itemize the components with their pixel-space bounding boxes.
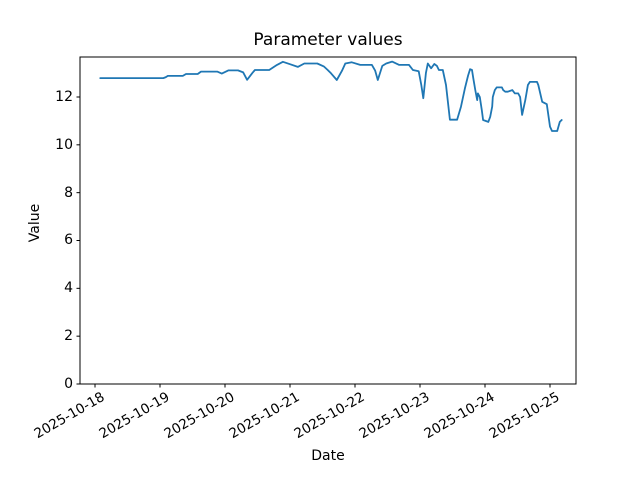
y-axis-label: Value <box>27 203 43 243</box>
y-tick-label: 6 <box>64 232 73 249</box>
x-axis-label: Date <box>311 448 345 464</box>
y-tick-label: 10 <box>55 136 73 153</box>
chart-title: Parameter values <box>253 30 403 50</box>
y-tick-label: 12 <box>55 88 73 105</box>
y-tick-label: 4 <box>64 280 73 297</box>
axes-frame <box>79 56 577 385</box>
y-tick-label: 8 <box>64 184 73 201</box>
y-tick-label: 2 <box>64 328 73 345</box>
y-tick-label: 0 <box>64 376 73 392</box>
data-line-parameter <box>99 60 563 132</box>
